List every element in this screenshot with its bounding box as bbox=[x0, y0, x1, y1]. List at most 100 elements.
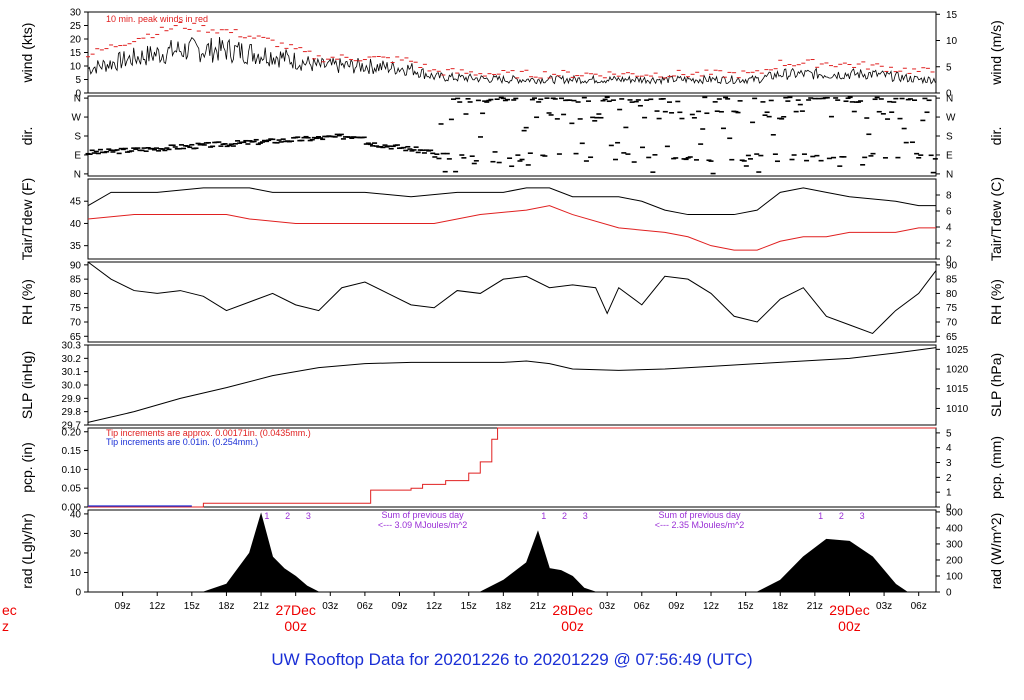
rad-hour-mark: 1 bbox=[264, 511, 269, 521]
rad-hour-mark: 1 bbox=[541, 511, 546, 521]
chart-title: UW Rooftop Data for 20201226 to 20201229… bbox=[271, 650, 752, 669]
ylabel-left-temp: Tair/Tdew (F) bbox=[19, 178, 35, 260]
ytick-label: 15 bbox=[70, 48, 82, 59]
ytick-label: 0 bbox=[946, 588, 952, 599]
ytick-label: 0 bbox=[75, 588, 81, 599]
ytick-label: W bbox=[946, 113, 956, 124]
ytick-label: 85 bbox=[946, 275, 958, 286]
rad-hour-mark: 3 bbox=[306, 511, 311, 521]
axis-ticks: 302520151050151050NWSENNWSEN454035864209… bbox=[62, 8, 969, 599]
ytick-label: E bbox=[946, 150, 953, 161]
ytick-label: 0 bbox=[75, 89, 81, 100]
pcp-note-red: Tip increments are approx. 0.00171in. (0… bbox=[106, 428, 311, 438]
ytick-label: 29.8 bbox=[62, 407, 82, 418]
ytick-label: 90 bbox=[70, 260, 82, 271]
axis-labels: wind (kts) wind (m/s) dir. dir. Tair/Tdew (F… bbox=[19, 20, 1004, 589]
rad-hour-mark: 2 bbox=[562, 511, 567, 521]
rad-sum-label: Sum of previous day bbox=[382, 510, 465, 520]
rh-series-line bbox=[87, 261, 937, 335]
ytick-label: S bbox=[946, 132, 953, 143]
ytick-label: 1010 bbox=[946, 404, 969, 415]
ytick-label: 30.2 bbox=[62, 354, 82, 365]
ytick-label: 29.7 bbox=[62, 421, 82, 432]
ytick-label: 40 bbox=[70, 219, 82, 230]
ytick-label: 65 bbox=[70, 332, 82, 343]
panel-frame-dir bbox=[87, 95, 937, 177]
ytick-label: 3 bbox=[946, 458, 952, 469]
ytick-label: 0 bbox=[946, 255, 952, 266]
xtick-label: 18z bbox=[218, 601, 234, 612]
ytick-label: 0.15 bbox=[62, 446, 82, 457]
pcp-series-line bbox=[88, 427, 936, 508]
ytick-label: S bbox=[74, 132, 81, 143]
ytick-label: N bbox=[946, 169, 953, 180]
xtick-label: 03z bbox=[599, 601, 615, 612]
ytick-label: 400 bbox=[946, 523, 963, 534]
ytick-label: 100 bbox=[946, 571, 963, 582]
rad-sum-value: <--- 3.09 MJoules/m^2 bbox=[378, 520, 468, 530]
xtick-label: 18z bbox=[495, 601, 511, 612]
ytick-label: 1015 bbox=[946, 384, 969, 395]
ylabel-left-rh: RH (%) bbox=[19, 279, 35, 325]
ytick-label: 8 bbox=[946, 191, 952, 202]
ylabel-left-wind: wind (kts) bbox=[19, 23, 35, 84]
ytick-label: 90 bbox=[946, 260, 958, 271]
day-time-label: 00z bbox=[838, 618, 861, 634]
tair-series-line bbox=[87, 187, 936, 216]
xtick-label: 09z bbox=[115, 601, 131, 612]
rad-hour-mark: 3 bbox=[583, 511, 588, 521]
ylabel-left-pcp: pcp. (in) bbox=[19, 442, 35, 493]
ylabel-left-dir: dir. bbox=[19, 127, 35, 146]
ylabel-right-wind: wind (m/s) bbox=[988, 20, 1004, 86]
wind-series-line bbox=[87, 37, 936, 85]
day-date-label: 29Dec bbox=[829, 602, 869, 618]
ytick-label: 0 bbox=[946, 503, 952, 514]
ylabel-right-rad: rad (W/m^2) bbox=[988, 513, 1004, 590]
ytick-label: 5 bbox=[946, 428, 952, 439]
panel-frame-rh bbox=[87, 261, 937, 343]
day-time-label: 00z bbox=[284, 618, 307, 634]
ytick-label: 5 bbox=[946, 62, 952, 73]
ytick-label: 0.10 bbox=[62, 465, 82, 476]
ytick-label: 2 bbox=[946, 473, 952, 484]
xtick-label: 06z bbox=[911, 601, 927, 612]
ytick-label: E bbox=[74, 150, 81, 161]
xtick-label: 09z bbox=[391, 601, 407, 612]
xtick-label: 15z bbox=[738, 601, 754, 612]
xtick-label: 12z bbox=[426, 601, 442, 612]
ytick-label: 20 bbox=[70, 548, 82, 559]
ytick-label: 300 bbox=[946, 539, 963, 550]
xtick-label: 18z bbox=[772, 601, 788, 612]
ytick-label: 0 bbox=[946, 89, 952, 100]
xtick-label: 06z bbox=[357, 601, 373, 612]
ytick-label: N bbox=[946, 94, 953, 105]
ylabel-left-slp: SLP (inHg) bbox=[19, 351, 35, 419]
pcp-note-blue: Tip increments are 0.01in. (0.254mm.) bbox=[106, 437, 258, 447]
ytick-label: 45 bbox=[70, 197, 82, 208]
ylabel-right-pcp: pcp. (mm) bbox=[988, 436, 1004, 499]
ytick-label: 35 bbox=[70, 241, 82, 252]
xtick-label: 03z bbox=[322, 601, 338, 612]
ylabel-right-rh: RH (%) bbox=[988, 279, 1004, 325]
ytick-label: 65 bbox=[946, 332, 958, 343]
ytick-label: N bbox=[74, 169, 81, 180]
ytick-label: 75 bbox=[70, 303, 82, 314]
day-time-label-partial: z bbox=[2, 618, 9, 634]
ylabel-right-dir: dir. bbox=[988, 127, 1004, 146]
ytick-label: 200 bbox=[946, 555, 963, 566]
ytick-label: 10 bbox=[70, 568, 82, 579]
ytick-label: 4 bbox=[946, 443, 952, 454]
ytick-label: 0.20 bbox=[62, 427, 82, 438]
ytick-label: 30.0 bbox=[62, 381, 82, 392]
ytick-label: 0.00 bbox=[62, 503, 82, 514]
ytick-label: 1025 bbox=[946, 345, 969, 356]
ytick-label: 4 bbox=[946, 223, 952, 234]
ytick-label: 75 bbox=[946, 303, 958, 314]
wind-note: 10 min. peak winds in red bbox=[106, 14, 208, 24]
panel-frames bbox=[87, 11, 937, 593]
rad-hour-mark: 1 bbox=[818, 511, 823, 521]
rad-sum-label: Sum of previous day bbox=[658, 510, 741, 520]
ytick-label: 1020 bbox=[946, 365, 969, 376]
ytick-label: 25 bbox=[70, 21, 82, 32]
